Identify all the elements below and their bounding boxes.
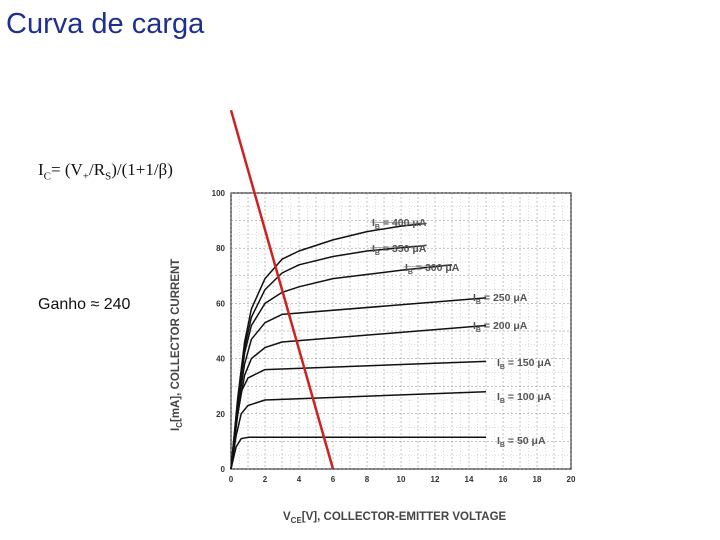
curve-label-ib-200ua: IB = 200 μA (473, 320, 528, 334)
x-axis-label: VCE[V], COLLECTOR-EMITTER VOLTAGE (283, 511, 507, 525)
x-tick-label: 8 (365, 475, 370, 484)
x-tick-label: 18 (533, 475, 542, 484)
curve-ib-50ua (230, 436, 486, 470)
y-tick-label: 60 (216, 299, 225, 308)
curve-label-ib-150ua: IB = 150 μA (497, 357, 552, 371)
curve-label-ib-50ua: IB = 50 μA (497, 435, 546, 449)
x-tick-label: 12 (431, 475, 440, 484)
curve-label-leader (369, 245, 427, 249)
curve-ib-400ua (230, 222, 427, 470)
x-tick-label: 2 (263, 475, 268, 484)
curve-ib-100ua (230, 390, 487, 470)
load-line (229, 109, 335, 470)
curve-label-ib-100ua: IB = 100 μA (497, 391, 552, 405)
y-tick-label: 100 (212, 189, 226, 198)
x-tick-label: 6 (331, 475, 336, 484)
x-tick-label: 0 (229, 475, 234, 484)
x-tick-label: 14 (465, 475, 474, 484)
y-tick-label: 0 (221, 465, 226, 474)
curve-label-ib-400ua: IB = 400 μA (372, 217, 427, 231)
x-tick-label: 16 (499, 475, 508, 484)
x-tick-label: 10 (397, 475, 406, 484)
curve-label-leader (369, 221, 427, 224)
gain-annotation: Ganho ≈ 240 (38, 296, 131, 313)
y-axis-label: IC[mA], COLLECTOR CURRENT (170, 259, 184, 431)
y-tick-label: 80 (216, 244, 225, 253)
curve-label-ib-250ua: IB = 250 μA (473, 292, 528, 306)
collector-current-formula: IC= (V+/RS)/(1+1/β) (38, 160, 173, 183)
x-tick-label: 20 (567, 475, 576, 484)
curve-label-leader (402, 264, 453, 268)
slide-title: Curva de carga (6, 8, 205, 40)
curve-label-ib-300ua: IB = 300 μA (405, 262, 460, 276)
x-tick-label: 4 (297, 475, 302, 484)
y-tick-label: 20 (216, 410, 225, 419)
curve-label-ib-350ua: IB = 350 μA (372, 243, 427, 257)
y-tick-label: 40 (216, 355, 225, 364)
